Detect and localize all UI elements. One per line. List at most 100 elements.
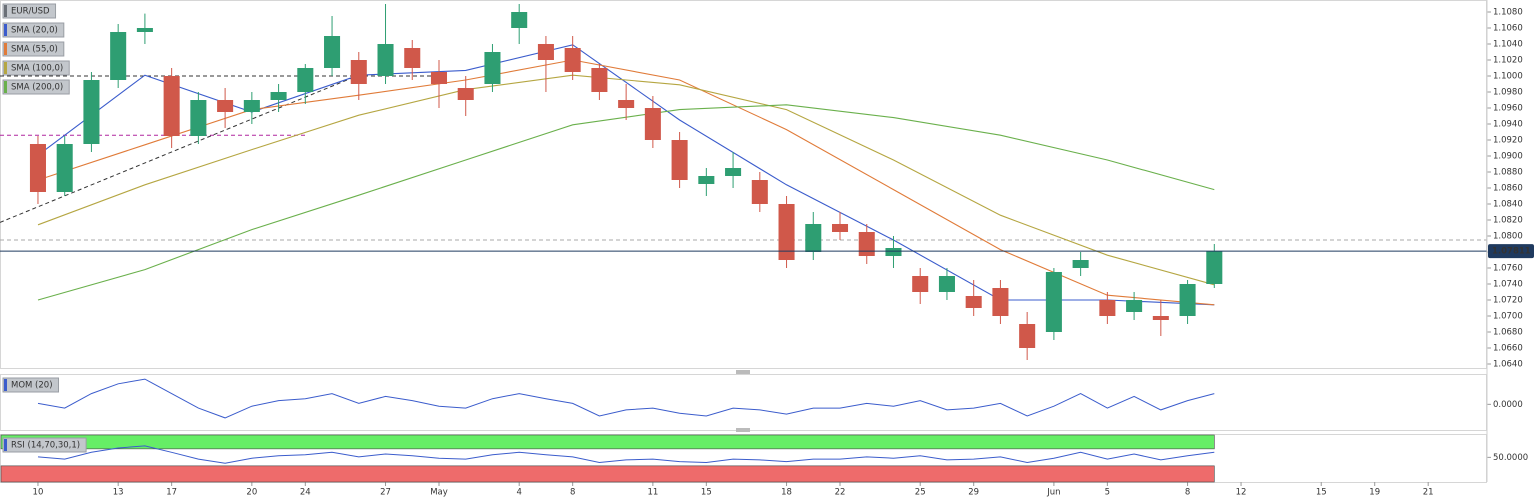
x-tick-label: 25 [915,488,926,498]
legend-box [2,3,57,19]
candle-body [1045,272,1062,332]
candle-body [671,140,688,180]
candle-body [243,100,260,112]
x-tick-label: 15 [1316,488,1327,498]
legend-swatch [4,439,7,451]
candle-body [324,36,341,68]
candle-body [751,180,768,204]
y-tick-label: 1.0900 [1493,152,1523,162]
x-tick-label: 10 [33,488,44,498]
legend-label: SMA (100,0) [11,64,63,74]
legend-swatch [4,43,7,55]
y-tick-label: 1.1040 [1493,40,1523,50]
candle-body [270,92,287,100]
candle-body [350,60,367,84]
x-tick-label: 18 [781,488,792,498]
x-tick-label: 15 [701,488,712,498]
last-price-label: 1.07811 [1492,247,1531,257]
legend-box [2,60,70,76]
legend-swatch [4,24,7,36]
y-tick-label: 1.1060 [1493,24,1523,34]
candle-body [484,52,501,84]
legend-box [2,79,70,95]
candle-body [805,224,822,252]
sma-line [37,74,1215,286]
y-tick-label: 1.0720 [1493,296,1523,306]
candle-body [644,108,661,140]
candle-body [404,48,421,68]
candle-body [1179,284,1196,316]
candle-body [591,68,608,92]
candle-body [537,44,554,60]
x-tick-label: 19 [1369,488,1380,498]
candle-body [457,88,474,100]
legend-label: RSI (14,70,30,1) [11,441,80,451]
y-tick-label: 1.1020 [1493,56,1523,66]
candle-body [83,80,100,144]
sma-line [37,59,1215,306]
y-tick-label: 1.0640 [1493,360,1523,370]
legend-label: SMA (200,0) [11,83,63,93]
x-tick-label: 20 [246,488,257,498]
x-tick-label: 17 [166,488,177,498]
x-tick-label: 21 [1423,488,1434,498]
candle-body [190,100,207,136]
candle-body [56,144,73,192]
candle-body [885,248,902,256]
x-tick-label: 8 [570,488,575,498]
candle-body [698,176,715,184]
candle-body [965,296,982,308]
y-tick-label: 1.0820 [1493,216,1523,226]
x-tick-label: 8 [1185,488,1190,498]
y-tick-label: 1.0980 [1493,88,1523,98]
indicator-line [37,378,1215,419]
candle-body [110,32,127,80]
candle-body [511,12,528,28]
last-price-box [1488,244,1534,259]
legend-label: SMA (55,0) [11,45,58,55]
sma-line [37,44,1215,306]
y-tick-label: 50.0000 [1493,453,1528,463]
candle-body [1099,300,1116,316]
y-tick-label: 1.1000 [1493,72,1523,82]
x-tick-label: Jun [1046,488,1060,498]
y-tick-label: 1.1080 [1493,8,1523,18]
candle-body [938,276,955,292]
candle-body [1152,316,1169,320]
legend-label: SMA (20,0) [11,26,58,36]
candle-body [912,276,929,292]
y-tick-label: 1.0680 [1493,328,1523,338]
y-tick-label: 0.0000 [1493,400,1523,410]
candle-body [29,144,46,192]
legend-swatch [4,379,7,391]
x-tick-label: 12 [1236,488,1247,498]
x-tick-label: 13 [113,488,124,498]
candle-body [1019,324,1036,348]
candle-body [430,72,448,84]
x-tick-label: 5 [1105,488,1110,498]
rsi-zone [0,434,1215,450]
panel-resize-handle[interactable] [736,428,750,432]
y-tick-label: 1.0800 [1493,232,1523,242]
legend-box [2,22,65,38]
candle-body [1206,251,1223,284]
y-tick-label: 1.0700 [1493,312,1523,322]
x-tick-label: 11 [647,488,658,498]
rsi-zone [0,465,1215,483]
panel-resize-handle[interactable] [736,370,750,374]
legend-swatch [4,81,7,93]
legend-swatch [4,5,7,17]
candle-body [725,168,742,176]
candle-body [136,28,153,32]
y-tick-label: 1.0960 [1493,104,1523,114]
candle-body [858,232,875,256]
y-tick-label: 1.0840 [1493,200,1523,210]
candle-body [297,68,314,92]
legend-box [2,437,87,453]
y-tick-label: 1.0880 [1493,168,1523,178]
x-tick-label: 29 [968,488,979,498]
y-tick-label: 1.0660 [1493,344,1523,354]
legend-box [2,41,65,57]
candle-body [778,204,795,260]
